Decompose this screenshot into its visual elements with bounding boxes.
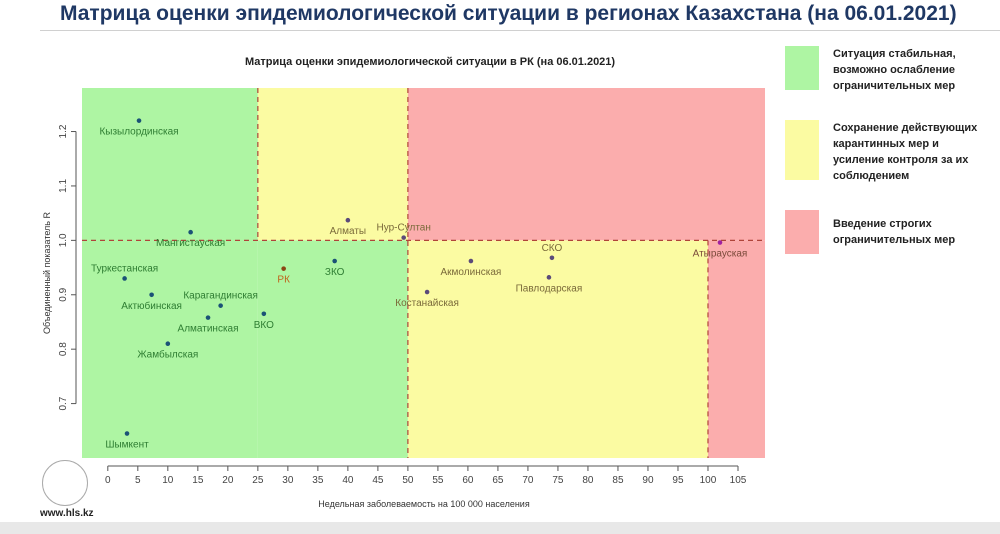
data-label: Жамбылская [137,349,198,361]
x-tick-label: 75 [552,475,564,486]
x-tick-label: 105 [730,475,747,486]
data-label: Алматы [330,226,367,237]
x-tick-label: 45 [372,475,384,486]
legend-swatch [785,120,819,180]
y-tick-label: 1.1 [58,179,69,193]
data-point [717,240,723,245]
data-label: РК [277,275,290,286]
x-tick-label: 25 [252,475,264,486]
data-label: Актюбинская [121,300,182,312]
x-axis-label: Недельная заболеваемость на 100 000 насе… [318,499,530,509]
data-point [149,292,154,298]
y-tick-label: 1.2 [58,124,69,138]
page-title: Матрица оценки эпидемиологической ситуац… [60,2,957,25]
data-point [122,276,127,281]
data-point [165,341,171,347]
x-tick-label: 10 [162,475,174,486]
x-tick-label: 20 [222,475,234,486]
y-axis-label: Объединенный показатель R [42,212,52,335]
data-label: ЗКО [325,267,345,278]
x-tick-label: 70 [522,475,534,486]
data-label: Атырауская [693,249,748,260]
x-tick-label: 90 [642,475,654,486]
data-label: Алматинская [178,324,239,335]
logo-icon [42,460,88,506]
zone-green [257,240,408,458]
data-point [468,258,474,264]
x-tick-label: 15 [192,475,204,486]
x-tick-label: 85 [612,475,624,486]
x-tick-label: 0 [105,475,111,486]
x-tick-label: 60 [462,475,474,486]
y-tick-label: 1.0 [58,233,69,247]
x-tick-label: 65 [492,475,504,486]
divider [40,30,1000,31]
legend-item-red: Введение строгих ограничительных мер [785,210,985,254]
data-label: Шымкент [105,440,149,451]
legend-label: Введение строгих ограничительных мер [833,218,956,246]
zone-red [707,240,765,458]
chart-title: Матрица оценки эпидемиологической ситуац… [245,56,616,68]
x-tick-label: 100 [700,475,717,486]
website-link[interactable]: www.hls.kz [40,508,94,519]
data-point [424,289,430,295]
x-tick-label: 30 [282,475,294,486]
x-tick-label: 40 [342,475,354,486]
legend-swatch [785,210,819,254]
zone-green [82,88,258,458]
x-tick-label: 80 [582,475,594,486]
zone-yellow [257,88,408,241]
data-point [281,266,286,271]
data-point [124,431,130,436]
data-point [546,275,552,280]
legend-label: Сохранение действующих карантинных мер и… [833,122,978,182]
data-label: ВКО [254,320,274,331]
legend-swatch [785,46,819,90]
data-label: Акмолинская [441,267,502,278]
y-tick-label: 0.7 [58,396,69,410]
data-point [261,311,267,317]
data-label: Мангистауская [156,238,225,249]
data-point [549,255,555,261]
zone-yellow [407,240,708,458]
data-point [401,235,406,240]
x-tick-label: 5 [135,475,141,486]
zone-red [407,88,765,241]
legend-label: Ситуация стабильная, возможно ослабление… [833,48,956,92]
data-label: Карагандинская [183,291,258,302]
x-tick-label: 55 [432,475,444,486]
legend-item-green: Ситуация стабильная, возможно ослабление… [785,46,985,92]
legend-item-yellow: Сохранение действующих карантинных мер и… [785,120,985,182]
data-label: Кызылординская [99,127,178,138]
data-point [188,229,193,235]
data-label: Нур-Султан [376,223,430,234]
data-label: Туркестанская [91,263,158,274]
y-tick-label: 0.8 [58,342,69,356]
data-point [136,118,142,123]
x-tick-label: 35 [312,475,324,486]
data-label: Костанайская [395,298,459,309]
x-tick-label: 95 [672,475,684,486]
data-label: СКО [542,243,563,254]
data-label: Павлодарская [516,283,583,294]
bottom-bar [0,522,1000,534]
data-point [205,315,211,320]
data-point [345,217,351,223]
data-point [332,258,337,264]
y-tick-label: 0.9 [58,287,69,301]
data-point [218,303,223,308]
x-tick-label: 50 [402,475,414,486]
